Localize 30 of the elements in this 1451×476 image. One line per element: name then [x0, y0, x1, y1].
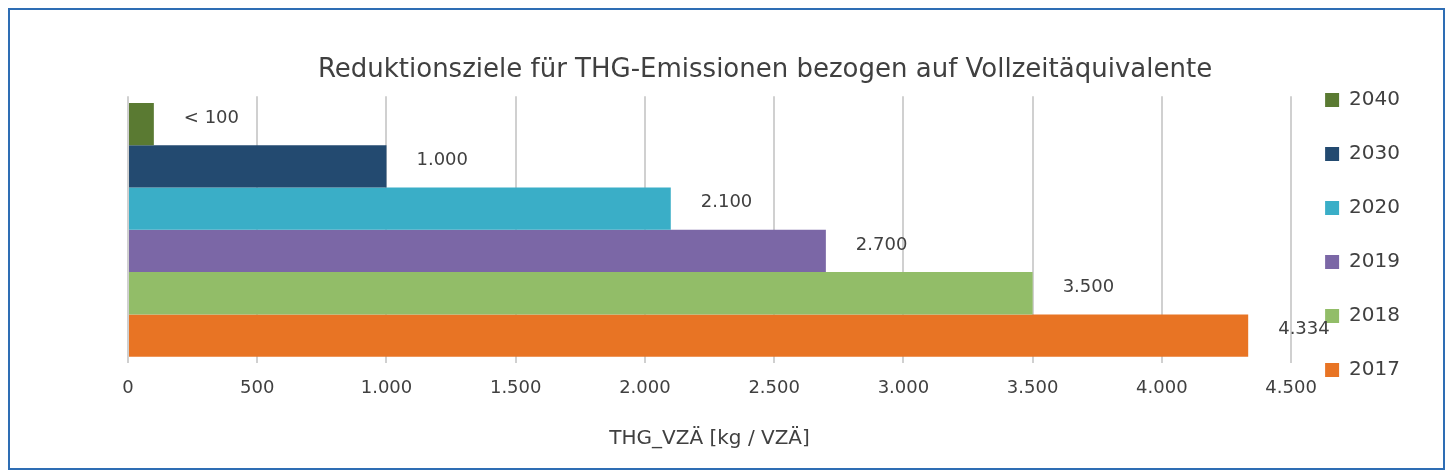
x-tick-label: 2.000 [619, 375, 671, 397]
data-label: 2.700 [855, 232, 908, 254]
legend-label: 2019 [1349, 248, 1401, 273]
data-label: 3.500 [1062, 274, 1115, 296]
legend-label: 2030 [1349, 140, 1401, 165]
x-tick-label: 500 [240, 375, 275, 397]
x-axis-title: THG_VZÄ [kg / VZÄ] [608, 425, 810, 450]
x-tick-label: 3.500 [1006, 375, 1059, 397]
bar [129, 314, 1249, 357]
legend-label: 2040 [1349, 86, 1401, 111]
chart-title: Reduktionsziele für THG-Emissionen bezogen auf Vollzeitäquivalente [317, 53, 1213, 84]
data-label: 4.334 [1278, 317, 1330, 339]
data-label: 1.000 [416, 148, 468, 170]
bar [129, 145, 387, 188]
x-tick-label: 0 [122, 375, 134, 397]
x-tick-label: 1.000 [360, 375, 413, 397]
legend-label: 2020 [1349, 194, 1401, 219]
x-tick-label: 2.500 [748, 375, 800, 397]
x-tick-label: 4.000 [1136, 375, 1188, 397]
legend-label: 2017 [1349, 356, 1401, 381]
x-tick-label: 1.500 [489, 375, 542, 397]
data-label: 2.100 [700, 190, 753, 212]
legend-label: 2018 [1349, 302, 1401, 327]
bar [129, 102, 154, 146]
bar [129, 187, 671, 230]
bar [129, 272, 1033, 315]
x-tick-label: 4.500 [1265, 375, 1317, 397]
bar [129, 229, 826, 273]
x-tick-label: 3.000 [877, 375, 930, 397]
data-label: < 100 [183, 105, 240, 127]
